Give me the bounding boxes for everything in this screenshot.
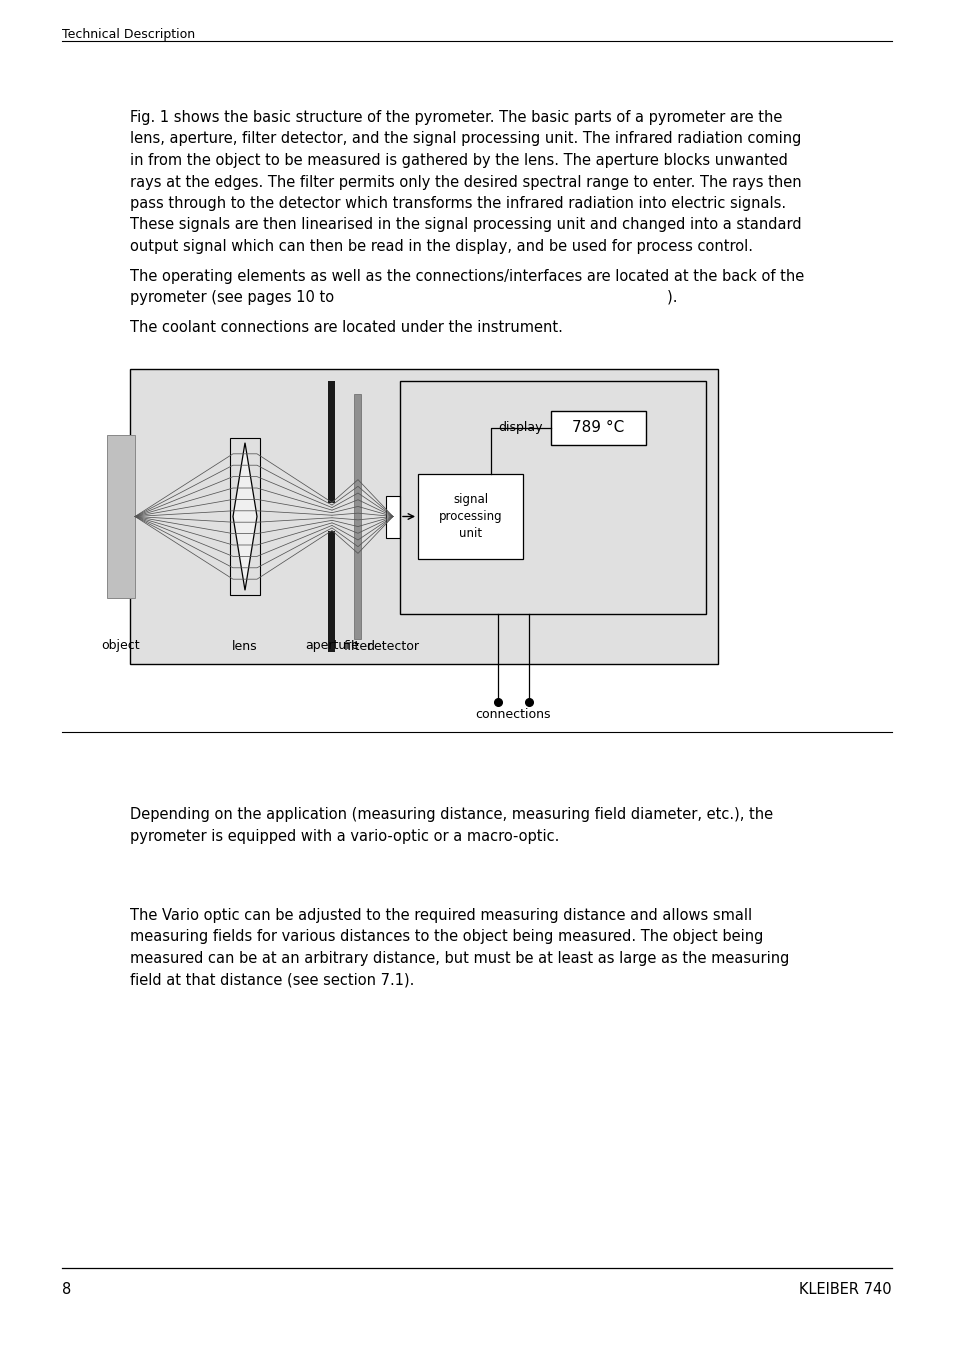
Text: pass through to the detector which transforms the infrared radiation into electr: pass through to the detector which trans…: [130, 196, 785, 211]
Bar: [417, 474, 522, 559]
Bar: [551, 410, 645, 446]
Text: field at that distance (see section 7.1).: field at that distance (see section 7.1)…: [130, 972, 414, 987]
Text: in from the object to be measured is gathered by the lens. The aperture blocks u: in from the object to be measured is gat…: [130, 153, 787, 167]
Bar: [107, 435, 135, 598]
Text: Technical Description: Technical Description: [62, 28, 195, 40]
Text: Fig. 1 shows the basic structure of the pyrometer. The basic parts of a pyromete: Fig. 1 shows the basic structure of the …: [130, 109, 781, 126]
Text: connections: connections: [475, 707, 551, 721]
Text: lens, aperture, filter detector, and the signal processing unit. The infrared ra: lens, aperture, filter detector, and the…: [130, 131, 801, 147]
Bar: [386, 495, 399, 537]
Text: 789 °C: 789 °C: [572, 420, 624, 436]
Bar: [328, 381, 335, 502]
Text: Depending on the application (measuring distance, measuring field diameter, etc.: Depending on the application (measuring …: [130, 807, 772, 822]
Text: lens: lens: [232, 640, 257, 652]
Text: display: display: [498, 421, 542, 435]
Text: signal
processing
unit: signal processing unit: [438, 493, 502, 540]
Text: measured can be at an arbitrary distance, but must be at least as large as the m: measured can be at an arbitrary distance…: [130, 950, 788, 967]
Text: aperture: aperture: [305, 640, 358, 652]
Text: 8: 8: [62, 1282, 71, 1297]
Text: object: object: [102, 640, 140, 652]
Text: filter: filter: [343, 640, 373, 652]
Bar: [399, 381, 705, 614]
Text: detector: detector: [366, 640, 419, 652]
Text: pyrometer is equipped with a vario-optic or a macro-optic.: pyrometer is equipped with a vario-optic…: [130, 829, 558, 844]
Text: The coolant connections are located under the instrument.: The coolant connections are located unde…: [130, 320, 562, 335]
Bar: [355, 394, 361, 639]
Text: pyrometer (see pages 10 to                                                      : pyrometer (see pages 10 to: [130, 290, 677, 305]
Text: output signal which can then be read in the display, and be used for process con: output signal which can then be read in …: [130, 239, 752, 254]
Text: The operating elements as well as the connections/interfaces are located at the : The operating elements as well as the co…: [130, 269, 803, 284]
Bar: [328, 531, 335, 652]
Text: KLEIBER 740: KLEIBER 740: [799, 1282, 891, 1297]
Text: The Vario optic can be adjusted to the required measuring distance and allows sm: The Vario optic can be adjusted to the r…: [130, 909, 751, 923]
Text: measuring fields for various distances to the object being measured. The object : measuring fields for various distances t…: [130, 930, 762, 945]
Bar: [130, 369, 718, 664]
Bar: [230, 437, 260, 595]
Polygon shape: [233, 443, 256, 590]
Text: rays at the edges. The filter permits only the desired spectral range to enter. : rays at the edges. The filter permits on…: [130, 174, 801, 189]
Text: These signals are then linearised in the signal processing unit and changed into: These signals are then linearised in the…: [130, 217, 801, 232]
